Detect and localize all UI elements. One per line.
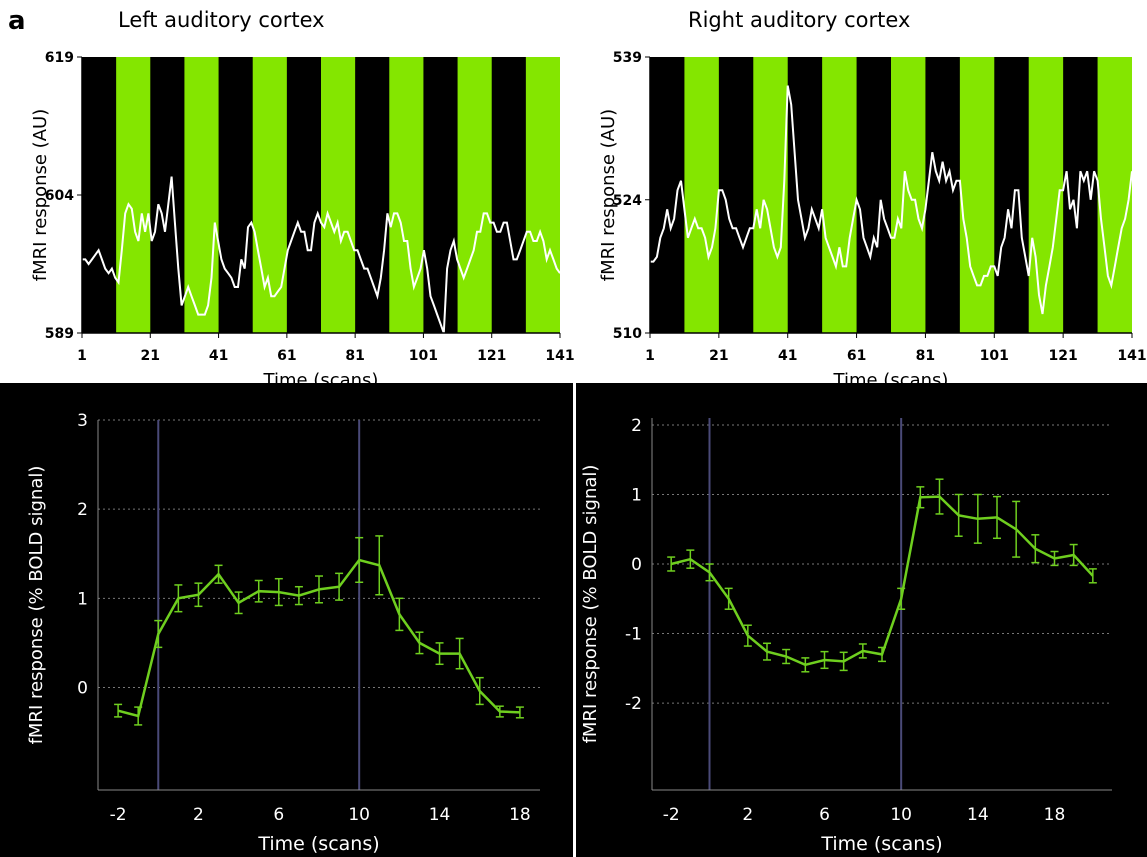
x-tick-label: 81 bbox=[345, 348, 364, 364]
y-tick-label: 0 bbox=[77, 678, 88, 698]
x-tick-label: 81 bbox=[916, 348, 935, 364]
y-tick-label: 619 bbox=[45, 50, 74, 66]
x-axis-label: Time (scans) bbox=[263, 370, 379, 391]
x-tick-label: 10 bbox=[890, 805, 912, 825]
stimulus-block bbox=[684, 57, 718, 333]
x-tick-label: 101 bbox=[409, 348, 438, 364]
x-tick-label: -2 bbox=[663, 805, 680, 825]
stimulus-block bbox=[526, 57, 560, 333]
stimulus-block bbox=[1098, 57, 1132, 333]
y-tick-label: -2 bbox=[625, 694, 642, 714]
stimulus-block bbox=[389, 57, 423, 333]
stimulus-block bbox=[321, 57, 355, 333]
x-tick-label: 10 bbox=[348, 805, 370, 825]
plot-area-2 bbox=[98, 420, 540, 790]
x-tick-label: 2 bbox=[193, 805, 204, 825]
x-tick-label: 6 bbox=[819, 805, 830, 825]
x-tick-label: 41 bbox=[209, 348, 228, 364]
y-tick-label: 2 bbox=[77, 500, 88, 520]
y-axis-label: fMRI response (AU) bbox=[30, 109, 51, 281]
stimulus-block bbox=[116, 57, 150, 333]
x-tick-label: 1 bbox=[645, 348, 655, 364]
x-tick-label: 61 bbox=[847, 348, 866, 364]
x-tick-label: 14 bbox=[429, 805, 451, 825]
x-tick-label: 61 bbox=[277, 348, 296, 364]
x-tick-label: 21 bbox=[709, 348, 728, 364]
x-tick-label: 21 bbox=[141, 348, 160, 364]
y-tick-label: 3 bbox=[77, 411, 88, 431]
x-tick-label: 41 bbox=[778, 348, 797, 364]
x-tick-label: 6 bbox=[273, 805, 284, 825]
x-tick-label: 101 bbox=[980, 348, 1009, 364]
y-tick-label: 589 bbox=[45, 326, 74, 342]
y-axis-label: fMRI response (% BOLD signal) bbox=[26, 466, 47, 745]
y-tick-label: 539 bbox=[613, 50, 642, 66]
stimulus-block bbox=[822, 57, 856, 333]
y-tick-label: 2 bbox=[631, 416, 642, 436]
plot-area-3 bbox=[652, 418, 1112, 790]
x-axis-label: Time (scans) bbox=[257, 833, 379, 855]
x-tick-label: 1 bbox=[77, 348, 87, 364]
x-axis-label: Time (scans) bbox=[820, 833, 942, 855]
x-axis-label: Time (scans) bbox=[833, 370, 949, 391]
y-tick-label: 0 bbox=[631, 555, 642, 575]
x-tick-label: 2 bbox=[742, 805, 753, 825]
y-axis-label: fMRI response (AU) bbox=[598, 109, 619, 281]
stimulus-block bbox=[458, 57, 492, 333]
x-tick-label: 18 bbox=[509, 805, 531, 825]
x-tick-label: 141 bbox=[1117, 348, 1146, 364]
x-tick-label: 14 bbox=[967, 805, 989, 825]
x-tick-label: 121 bbox=[477, 348, 506, 364]
x-tick-label: 18 bbox=[1044, 805, 1066, 825]
y-axis-label: fMRI response (% BOLD signal) bbox=[580, 465, 601, 744]
x-tick-label: -2 bbox=[110, 805, 127, 825]
y-tick-label: 510 bbox=[613, 326, 642, 342]
y-tick-label: 1 bbox=[77, 589, 88, 609]
x-tick-label: 121 bbox=[1049, 348, 1078, 364]
x-tick-label: 141 bbox=[545, 348, 574, 364]
y-tick-label: -1 bbox=[625, 625, 642, 645]
stimulus-block bbox=[960, 57, 994, 333]
y-tick-label: 1 bbox=[631, 485, 642, 505]
stimulus-block bbox=[891, 57, 925, 333]
